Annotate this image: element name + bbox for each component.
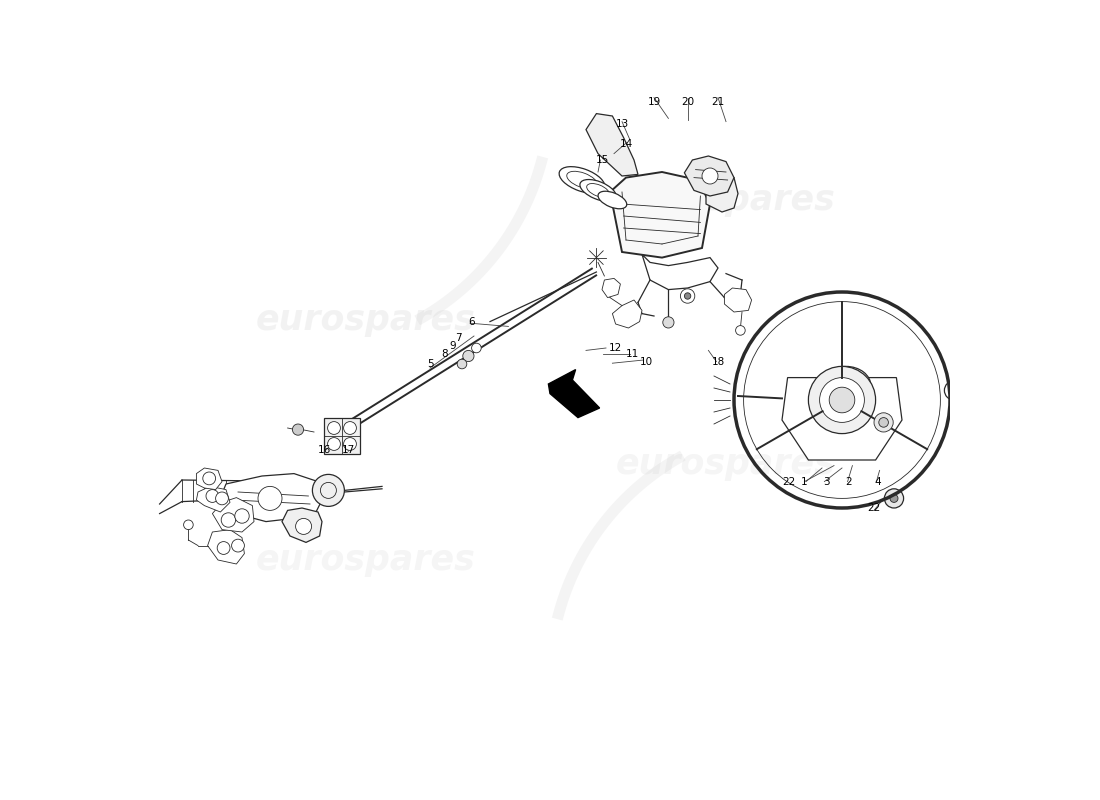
- Circle shape: [884, 489, 903, 508]
- Text: 4: 4: [874, 477, 881, 486]
- Circle shape: [343, 422, 356, 434]
- Ellipse shape: [559, 166, 605, 194]
- Polygon shape: [586, 114, 638, 176]
- Ellipse shape: [580, 179, 616, 202]
- Text: 3: 3: [823, 477, 829, 486]
- Text: 14: 14: [620, 139, 634, 149]
- Circle shape: [328, 422, 340, 434]
- Circle shape: [829, 387, 855, 413]
- Circle shape: [820, 378, 865, 422]
- Circle shape: [945, 381, 964, 400]
- Circle shape: [221, 513, 235, 527]
- Circle shape: [879, 418, 889, 427]
- Polygon shape: [282, 508, 322, 542]
- Text: 19: 19: [648, 98, 661, 107]
- Polygon shape: [642, 254, 718, 290]
- Circle shape: [216, 492, 229, 505]
- Text: 22: 22: [868, 503, 881, 513]
- Text: 20: 20: [681, 98, 694, 107]
- Polygon shape: [208, 530, 244, 564]
- Text: 6: 6: [469, 317, 475, 326]
- Text: eurospares: eurospares: [616, 183, 836, 217]
- Polygon shape: [212, 498, 254, 532]
- Circle shape: [736, 326, 745, 335]
- Circle shape: [202, 472, 216, 485]
- Circle shape: [312, 474, 344, 506]
- Text: eurospares: eurospares: [256, 543, 476, 577]
- Text: 5: 5: [427, 359, 433, 369]
- Circle shape: [961, 385, 983, 407]
- Text: 12: 12: [609, 343, 623, 353]
- Polygon shape: [220, 474, 322, 522]
- Circle shape: [702, 168, 718, 184]
- Text: eurospares: eurospares: [256, 303, 476, 337]
- Polygon shape: [197, 468, 222, 490]
- Circle shape: [1008, 395, 1021, 408]
- Circle shape: [949, 386, 959, 395]
- Text: 8: 8: [441, 349, 448, 358]
- Circle shape: [217, 542, 230, 554]
- Text: 10: 10: [639, 357, 652, 366]
- Circle shape: [890, 494, 898, 502]
- Ellipse shape: [822, 366, 871, 405]
- Circle shape: [206, 490, 219, 502]
- Polygon shape: [197, 486, 230, 512]
- Circle shape: [458, 359, 466, 369]
- Circle shape: [343, 438, 356, 450]
- Circle shape: [296, 518, 311, 534]
- Circle shape: [681, 289, 695, 303]
- Circle shape: [258, 486, 282, 510]
- Text: 11: 11: [626, 349, 639, 358]
- Circle shape: [684, 293, 691, 299]
- Text: 9: 9: [449, 341, 455, 350]
- Text: 21: 21: [712, 98, 725, 107]
- Text: 13: 13: [615, 119, 628, 129]
- Text: 1: 1: [801, 477, 807, 486]
- Text: 2: 2: [845, 477, 851, 486]
- Circle shape: [293, 424, 304, 435]
- Circle shape: [975, 385, 998, 407]
- Polygon shape: [706, 172, 738, 212]
- Text: 15: 15: [595, 155, 608, 165]
- Circle shape: [989, 388, 1010, 409]
- Polygon shape: [613, 300, 642, 328]
- Circle shape: [874, 413, 893, 432]
- Circle shape: [1001, 389, 1026, 414]
- Ellipse shape: [598, 191, 627, 209]
- Polygon shape: [610, 172, 710, 258]
- Text: 16: 16: [318, 445, 331, 454]
- Text: 7: 7: [454, 333, 461, 342]
- Text: 22: 22: [782, 477, 795, 486]
- Polygon shape: [324, 418, 360, 454]
- Circle shape: [328, 438, 340, 450]
- Circle shape: [234, 509, 250, 523]
- Polygon shape: [684, 156, 734, 196]
- Text: 18: 18: [712, 357, 725, 366]
- Circle shape: [463, 350, 474, 362]
- Text: 17: 17: [342, 445, 355, 454]
- Circle shape: [1014, 400, 1030, 416]
- Polygon shape: [549, 370, 600, 418]
- Polygon shape: [725, 288, 751, 312]
- Text: eurospares: eurospares: [616, 447, 836, 481]
- Circle shape: [808, 366, 876, 434]
- Polygon shape: [782, 378, 902, 460]
- Circle shape: [663, 317, 674, 328]
- Circle shape: [184, 520, 194, 530]
- Circle shape: [232, 539, 244, 552]
- Circle shape: [472, 343, 481, 353]
- Polygon shape: [602, 278, 620, 298]
